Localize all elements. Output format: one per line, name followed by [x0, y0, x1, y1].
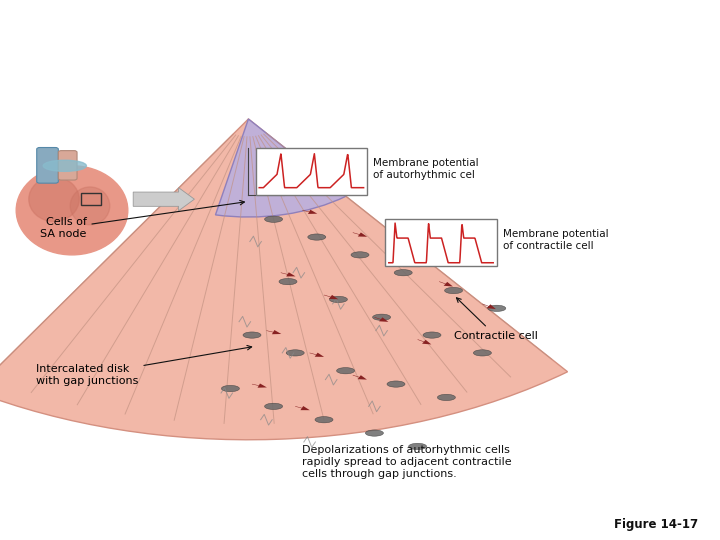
FancyArrow shape [252, 383, 267, 388]
FancyArrow shape [353, 375, 367, 380]
FancyArrow shape [302, 210, 318, 214]
Ellipse shape [315, 416, 333, 423]
Text: Electrical Conduction in Myocardial: Electrical Conduction in Myocardial [84, 26, 636, 53]
Ellipse shape [438, 394, 455, 401]
FancyArrow shape [310, 353, 324, 357]
Ellipse shape [336, 368, 354, 374]
Text: Intercalated disk
with gap junctions: Intercalated disk with gap junctions [36, 346, 251, 386]
FancyBboxPatch shape [256, 148, 367, 195]
Ellipse shape [71, 187, 109, 225]
Text: Cells of
SA node: Cells of SA node [40, 200, 244, 239]
Ellipse shape [243, 332, 261, 338]
FancyArrow shape [439, 281, 453, 287]
Text: Membrane potential
of contractile cell: Membrane potential of contractile cell [503, 230, 608, 251]
Ellipse shape [329, 296, 347, 302]
FancyArrow shape [266, 330, 282, 334]
FancyArrow shape [295, 406, 310, 410]
Ellipse shape [287, 350, 304, 356]
Ellipse shape [366, 430, 384, 436]
Ellipse shape [373, 314, 391, 320]
FancyBboxPatch shape [37, 147, 58, 183]
FancyBboxPatch shape [58, 151, 77, 180]
Ellipse shape [387, 381, 405, 387]
Ellipse shape [17, 166, 128, 255]
FancyArrow shape [396, 259, 410, 264]
Wedge shape [215, 119, 346, 217]
Bar [81, 192, 101, 205]
Ellipse shape [445, 287, 463, 294]
FancyArrow shape [374, 317, 388, 322]
Ellipse shape [409, 443, 426, 450]
Ellipse shape [222, 386, 239, 392]
Ellipse shape [351, 252, 369, 258]
FancyArrow shape [281, 272, 295, 276]
Wedge shape [0, 119, 567, 440]
FancyArrow shape [418, 339, 431, 345]
FancyArrow shape [133, 187, 194, 211]
Text: Contractile cell: Contractile cell [454, 298, 537, 341]
FancyArrow shape [324, 295, 338, 299]
Ellipse shape [265, 403, 283, 409]
FancyArrow shape [353, 232, 367, 237]
Text: Membrane potential
of autorhythmic cel: Membrane potential of autorhythmic cel [373, 158, 479, 180]
Ellipse shape [308, 234, 325, 240]
Ellipse shape [29, 177, 79, 221]
Ellipse shape [423, 332, 441, 338]
Text: Cells: Cells [323, 62, 397, 90]
Ellipse shape [395, 269, 413, 276]
Text: Depolarizations of autorhythmic cells
rapidly spread to adjacent contractile
cel: Depolarizations of autorhythmic cells ra… [302, 446, 512, 478]
FancyBboxPatch shape [385, 219, 497, 266]
Ellipse shape [488, 305, 505, 312]
Ellipse shape [279, 279, 297, 285]
Ellipse shape [43, 160, 86, 171]
Ellipse shape [474, 350, 492, 356]
FancyArrow shape [482, 303, 496, 309]
Text: Figure 14-17: Figure 14-17 [614, 518, 698, 531]
Ellipse shape [265, 216, 283, 222]
